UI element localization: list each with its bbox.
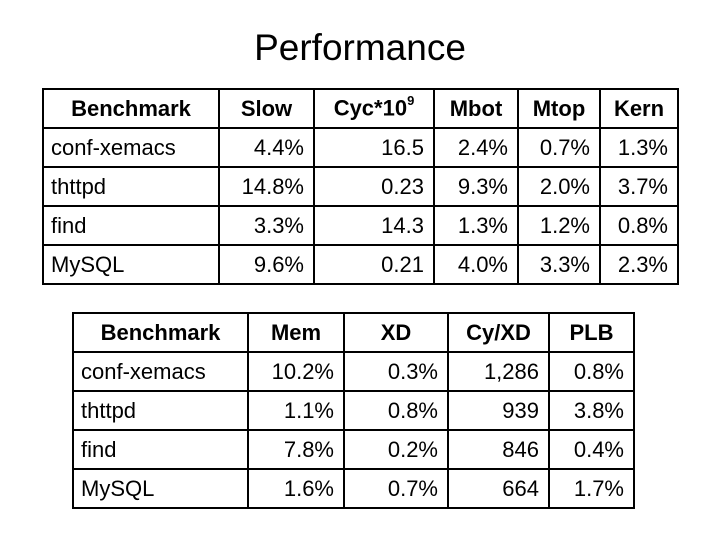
mem-cell: 7.8% (247, 429, 345, 470)
mbot-cell: 9.3% (433, 166, 519, 207)
table-row: find 7.8% 0.2% 846 0.4% (72, 429, 635, 470)
table-row: thttpd 1.1% 0.8% 939 3.8% (72, 390, 635, 431)
cycles-cell: 14.3 (313, 205, 435, 246)
kern-cell: 3.7% (599, 166, 679, 207)
kern-cell: 2.3% (599, 244, 679, 285)
benchmark-cell: MySQL (42, 244, 220, 285)
header-cell-cycles: Cyc*109 (313, 88, 435, 129)
xd-cell: 0.2% (343, 429, 449, 470)
cyxd-cell: 939 (447, 390, 550, 431)
xd-cell: 0.8% (343, 390, 449, 431)
benchmark-cell: thttpd (72, 390, 249, 431)
mem-cell: 1.6% (247, 468, 345, 509)
header-cell-mbot: Mbot (433, 88, 519, 129)
slow-cell: 14.8% (218, 166, 315, 207)
cycles-cell: 0.21 (313, 244, 435, 285)
slide-title: Performance (254, 27, 466, 68)
header-cell-slow: Slow (218, 88, 315, 129)
benchmark-cell: conf-xemacs (72, 351, 249, 392)
mbot-cell: 4.0% (433, 244, 519, 285)
mem-cell: 10.2% (247, 351, 345, 392)
header-cycles-base: Cyc*10 (333, 95, 408, 121)
table-row: conf-xemacs 4.4% 16.5 2.4% 0.7% 1.3% (42, 127, 679, 168)
plb-cell: 3.8% (548, 390, 635, 431)
header-cell-mtop: Mtop (517, 88, 601, 129)
plb-cell: 0.8% (548, 351, 635, 392)
benchmark-cell: find (42, 205, 220, 246)
slow-cell: 3.3% (218, 205, 315, 246)
mbot-cell: 2.4% (433, 127, 519, 168)
header-cell-plb: PLB (548, 312, 635, 353)
table-row: conf-xemacs 10.2% 0.3% 1,286 0.8% (72, 351, 635, 392)
mem-cell: 1.1% (247, 390, 345, 431)
xd-cell: 0.7% (343, 468, 449, 509)
xd-cell: 0.3% (343, 351, 449, 392)
header-cell-cyxd: Cy/XD (447, 312, 550, 353)
performance-table-top: Benchmark Slow Cyc*109 Mbot Mtop Kern co… (42, 88, 679, 285)
mtop-cell: 2.0% (517, 166, 601, 207)
header-cell-mem: Mem (247, 312, 345, 353)
header-cell-benchmark: Benchmark (72, 312, 249, 353)
mtop-cell: 1.2% (517, 205, 601, 246)
performance-table-bottom: Benchmark Mem XD Cy/XD PLB conf-xemacs 1… (72, 312, 635, 509)
header-cell-benchmark: Benchmark (42, 88, 220, 129)
header-cell-xd: XD (343, 312, 449, 353)
header-cycles-exponent: 9 (407, 93, 415, 109)
slow-cell: 9.6% (218, 244, 315, 285)
cyxd-cell: 664 (447, 468, 550, 509)
mtop-cell: 3.3% (517, 244, 601, 285)
table-header-row: Benchmark Mem XD Cy/XD PLB (72, 312, 635, 353)
benchmark-cell: conf-xemacs (42, 127, 220, 168)
cycles-cell: 0.23 (313, 166, 435, 207)
table-header-row: Benchmark Slow Cyc*109 Mbot Mtop Kern (42, 88, 679, 129)
kern-cell: 0.8% (599, 205, 679, 246)
table-row: thttpd 14.8% 0.23 9.3% 2.0% 3.7% (42, 166, 679, 207)
benchmark-cell: MySQL (72, 468, 249, 509)
header-cell-kern: Kern (599, 88, 679, 129)
cycles-cell: 16.5 (313, 127, 435, 168)
kern-cell: 1.3% (599, 127, 679, 168)
plb-cell: 1.7% (548, 468, 635, 509)
cyxd-cell: 1,286 (447, 351, 550, 392)
mtop-cell: 0.7% (517, 127, 601, 168)
benchmark-cell: find (72, 429, 249, 470)
table-row: MySQL 9.6% 0.21 4.0% 3.3% 2.3% (42, 244, 679, 285)
mbot-cell: 1.3% (433, 205, 519, 246)
slow-cell: 4.4% (218, 127, 315, 168)
cyxd-cell: 846 (447, 429, 550, 470)
plb-cell: 0.4% (548, 429, 635, 470)
table-row: find 3.3% 14.3 1.3% 1.2% 0.8% (42, 205, 679, 246)
table-row: MySQL 1.6% 0.7% 664 1.7% (72, 468, 635, 509)
benchmark-cell: thttpd (42, 166, 220, 207)
